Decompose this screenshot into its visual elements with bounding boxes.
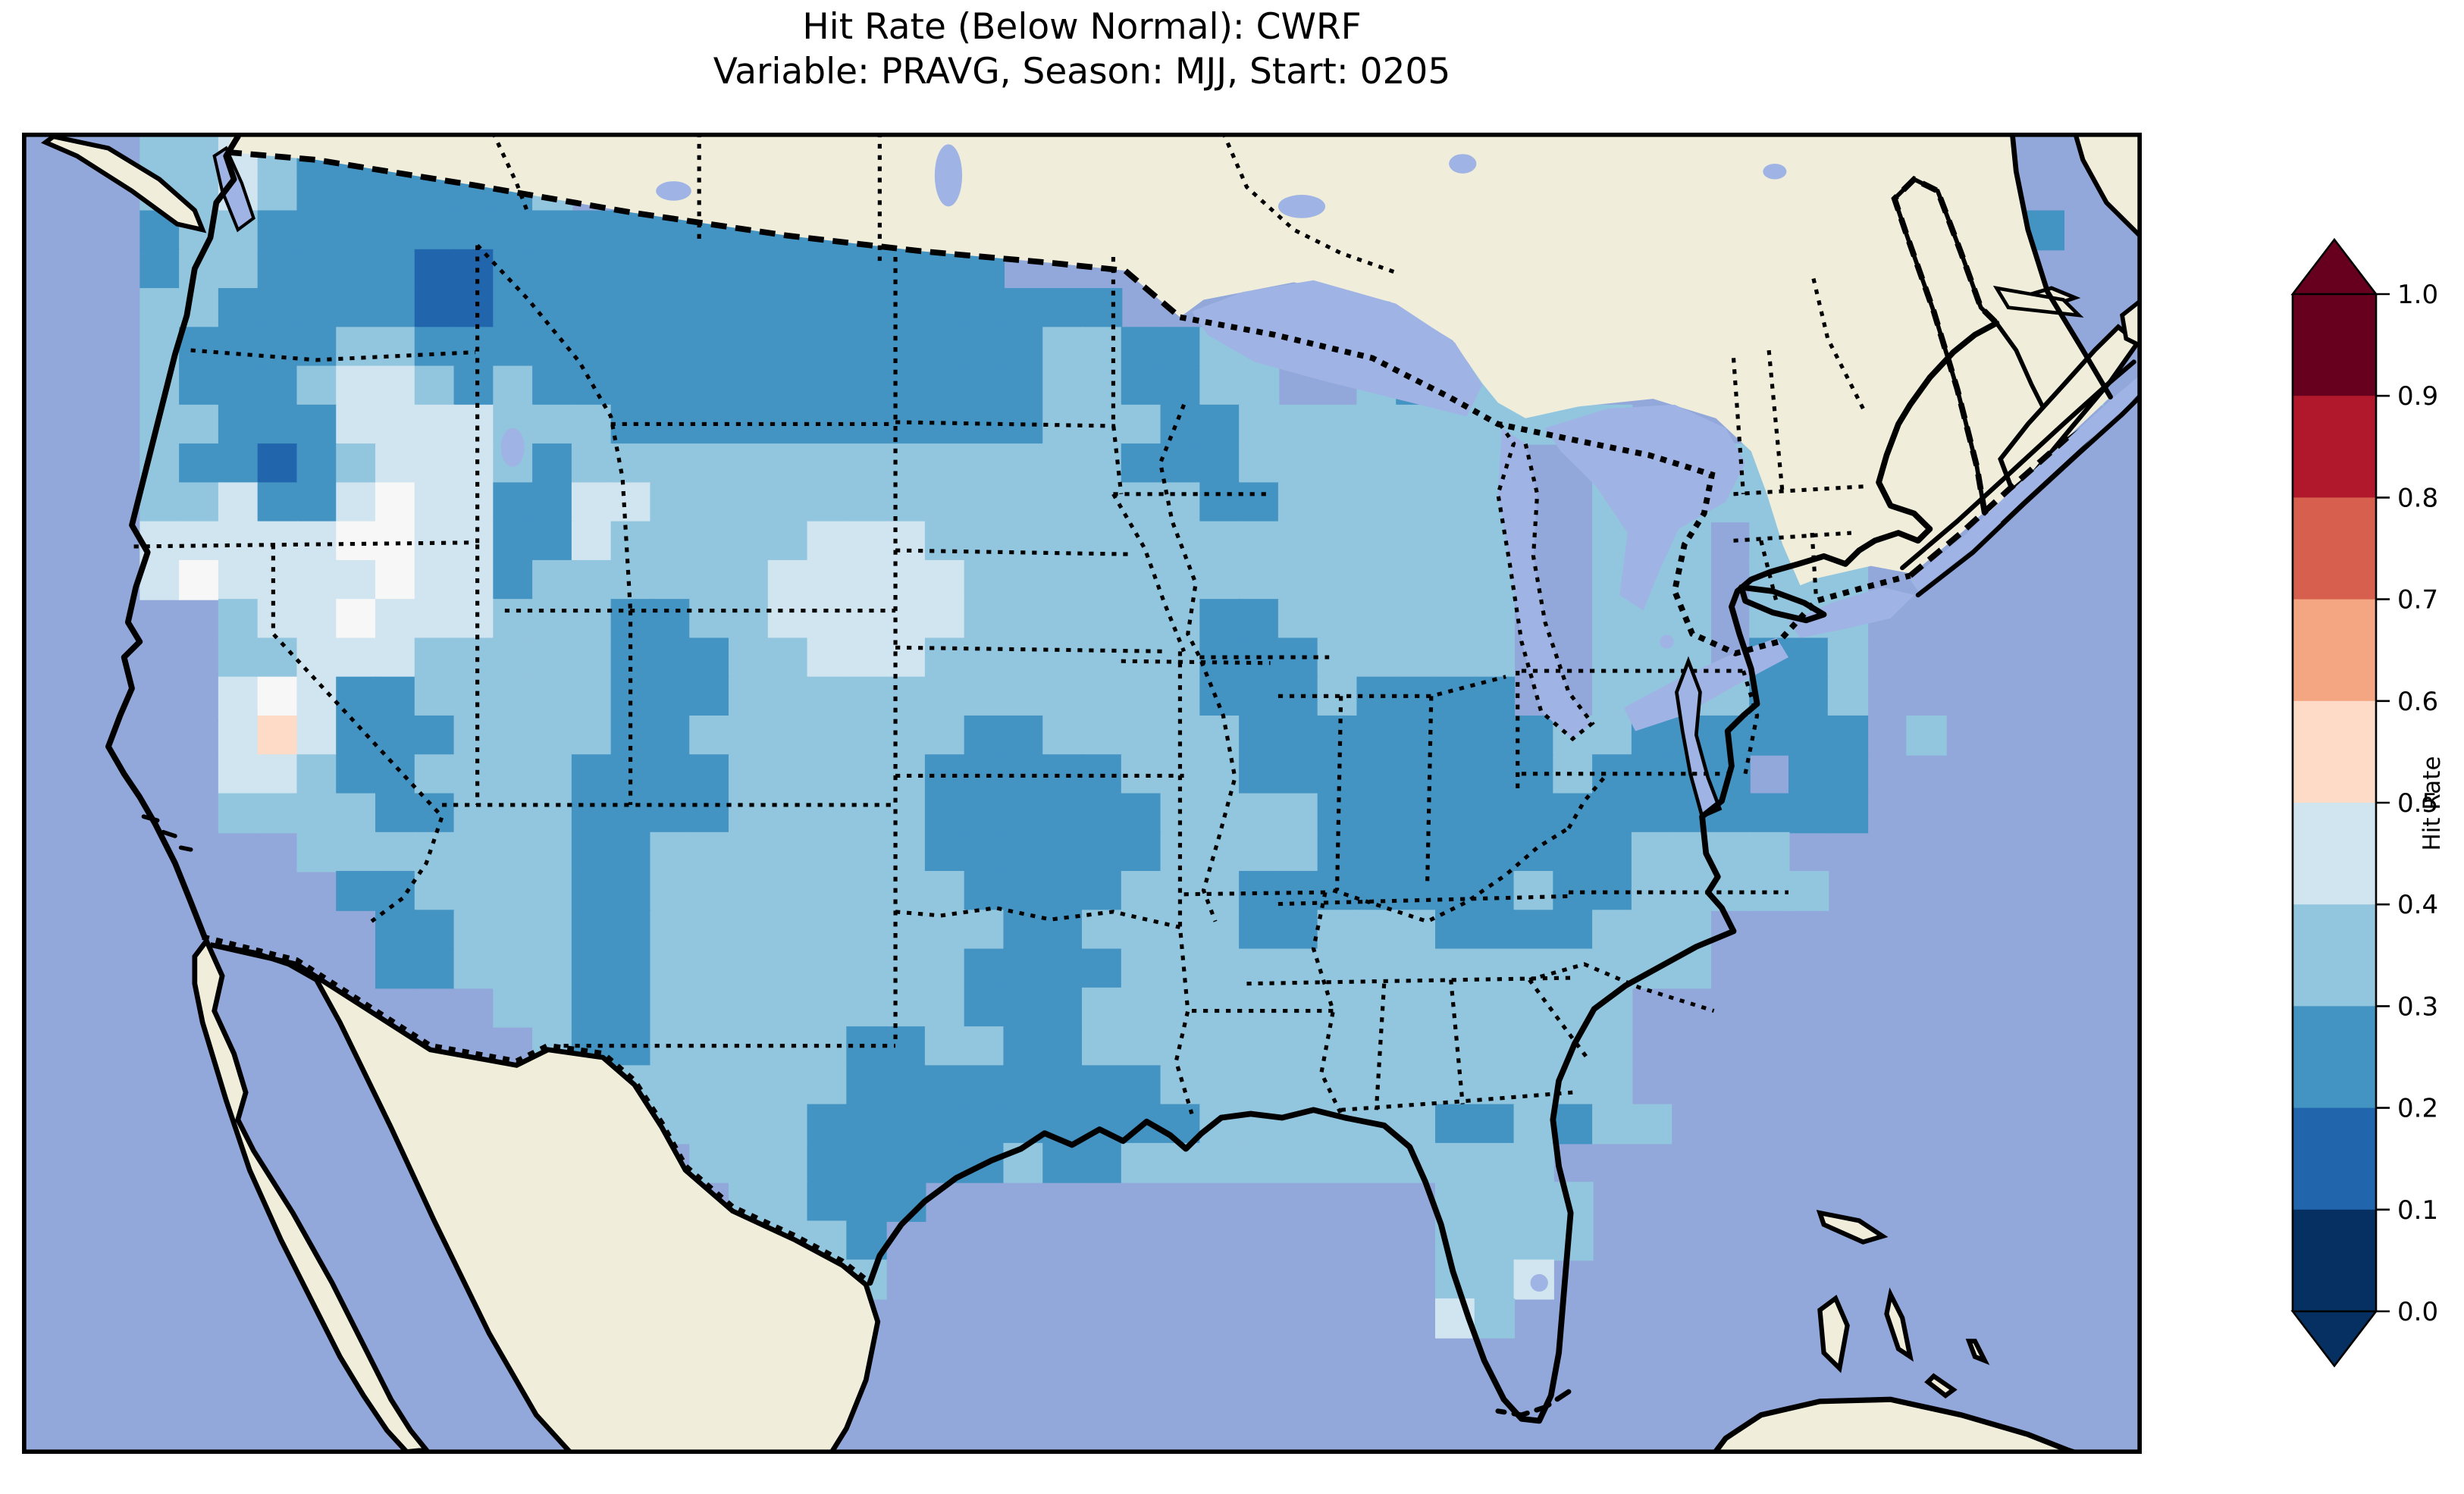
great-salt-lake [500,428,525,467]
colorbar-segment [2293,599,2376,702]
colorbar-tick-label: 0.5 [2397,788,2438,819]
colorbar-under-arrow [2290,1310,2378,1368]
national-borders [202,149,2070,1286]
colorbar-segment [2293,1006,2376,1109]
hit-rate-grid [140,133,2104,1339]
colorbar: 1.0 0.9 0.8 0.7 0.6 0.5 0.4 0.3 0.2 0.1 0.0 Hit Ra… [2290,237,2446,1368]
colorbar-tick-label: 0.1 [2397,1195,2438,1226]
colorbar-tick-label: 0.2 [2397,1094,2438,1124]
colorbar-tick-label: 0.9 [2397,381,2438,412]
lake-okeechobee [1530,1273,1548,1292]
title-block: Hit Rate (Below Normal): CWRF Variable: … [22,5,2142,94]
us-canada-border [225,149,1182,320]
st-lawrence-north-bank [1900,359,2136,571]
colorbar-tick-label: 0.0 [2397,1297,2438,1327]
lake-st-clair [1660,634,1674,649]
canada-landmass [226,133,2111,586]
colorbar-segment [2293,904,2376,1007]
lakes [212,144,2142,1292]
lake-winnipeg [934,144,963,207]
coastlines [105,133,2142,1424]
florida-keys [1495,1389,1572,1418]
pacific-coast [105,133,241,941]
lake-ontario [1788,587,1914,638]
quebec-gulf-coast [2009,133,2113,399]
canada-lake-4 [1763,164,1787,180]
puget-sound [212,146,255,233]
canada-lake-3 [1449,154,1477,174]
lake-michigan [1497,428,1593,739]
colorbar-over-arrow [2290,237,2378,296]
vancouver-island [40,133,207,233]
newfoundland-corner [2072,133,2142,241]
st-lawrence-river [1910,373,2142,591]
state-borders [133,133,1867,1115]
us-canada-border-lakes [1179,314,1911,657]
map-frame [22,133,2142,1454]
mexico-landmass [209,942,881,1454]
long-island [1738,584,1827,624]
colorbar-tick-label: 0.7 [2397,585,2438,615]
us-mexico-border [202,934,872,1286]
map-canvas [22,133,2142,1454]
cape-breton [2120,296,2142,349]
colorbar-segment [2293,1107,2376,1211]
colorbar-segment [2293,396,2376,499]
colorbar-tick-label: 0.6 [2397,687,2438,717]
colorbar-axis-label: Hit Rate [2419,756,2446,850]
chart-subtitle: Variable: PRAVG, Season: MJJ, Start: 020… [713,51,1451,92]
chesapeake-bay [1675,656,1723,819]
st-lawrence-south-bank [1915,392,2142,598]
canada-lake-1 [656,181,691,201]
canada-lake-2 [1277,195,1326,218]
colorbar-segment [2293,497,2376,600]
colorbar-segment [2293,700,2376,803]
colorbar-tick-label: 1.0 [2397,280,2438,310]
us-canada-border-maine [1891,175,1999,515]
colorbar-segment [2293,803,2376,905]
colorbar-tick-label: 0.3 [2397,991,2438,1022]
bahamas-islands [1816,1210,1990,1398]
colorbar-segment [2293,1209,2376,1312]
colorbar-segment [2293,294,2376,396]
colorbar-tick-label: 0.4 [2397,890,2438,920]
lake-huron [1544,404,1746,611]
chart-title: Hit Rate (Below Normal): CWRF [802,6,1362,48]
colorbar-body: 1.0 0.9 0.8 0.7 0.6 0.5 0.4 0.3 0.2 0.1 0.0 [2290,237,2438,1368]
channel-islands [141,814,193,852]
gulf-atlantic-coast [867,588,1760,1424]
new-england-coast [1734,320,2000,594]
colorbar-tick-label: 0.8 [2397,483,2438,513]
